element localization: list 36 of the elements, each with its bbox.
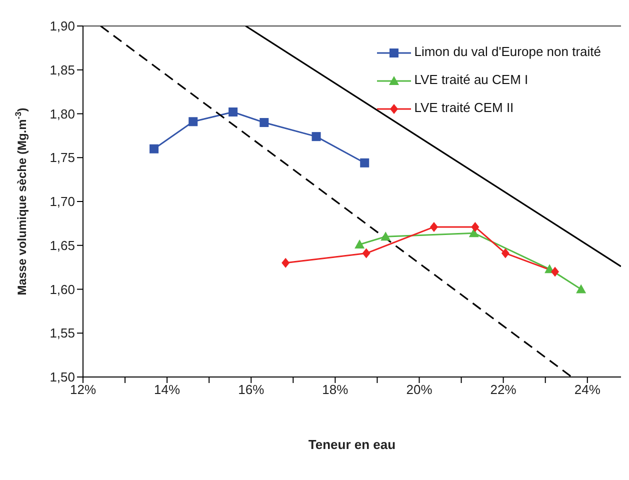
y-tick-label: 1,50 bbox=[50, 370, 75, 385]
y-tick-label: 1,70 bbox=[50, 194, 75, 210]
y-tick-label: 1,60 bbox=[50, 282, 75, 297]
point bbox=[228, 107, 238, 116]
x-axis-title: Teneur en eau bbox=[308, 437, 396, 452]
point bbox=[468, 228, 479, 238]
point bbox=[282, 258, 290, 268]
point bbox=[150, 144, 159, 154]
x-tick-label: 24% bbox=[574, 382, 601, 398]
x-tick-label: 16% bbox=[238, 382, 265, 398]
x-tick-label: 20% bbox=[406, 382, 433, 398]
point bbox=[354, 239, 365, 248]
x-tick-label: 22% bbox=[490, 382, 517, 398]
point bbox=[430, 222, 438, 232]
y-tick-label: 1,85 bbox=[50, 62, 75, 78]
point bbox=[312, 132, 321, 142]
y-tick-label: 1,80 bbox=[50, 106, 75, 122]
y-tick-label: 1,65 bbox=[50, 238, 75, 253]
legend-label: LVE traité au CEM I bbox=[413, 71, 530, 89]
point bbox=[360, 158, 370, 168]
x-tick-label: 18% bbox=[322, 382, 349, 398]
point bbox=[471, 222, 480, 232]
legend-label: LVE traité CEM II bbox=[413, 99, 515, 117]
legend-label: Limon du val d'Europe non traité bbox=[413, 43, 601, 61]
point bbox=[551, 266, 560, 277]
point bbox=[576, 284, 586, 294]
point bbox=[188, 117, 198, 126]
y-tick-label: 1,75 bbox=[50, 150, 75, 166]
point bbox=[380, 232, 391, 241]
point bbox=[501, 248, 510, 258]
point bbox=[260, 118, 269, 128]
y-tick-label: 1,90 bbox=[50, 18, 75, 34]
x-tick-label: 12% bbox=[70, 382, 96, 398]
y-tick-label: 1,55 bbox=[50, 326, 75, 341]
point bbox=[362, 248, 370, 258]
x-tick-label: 14% bbox=[154, 382, 181, 398]
